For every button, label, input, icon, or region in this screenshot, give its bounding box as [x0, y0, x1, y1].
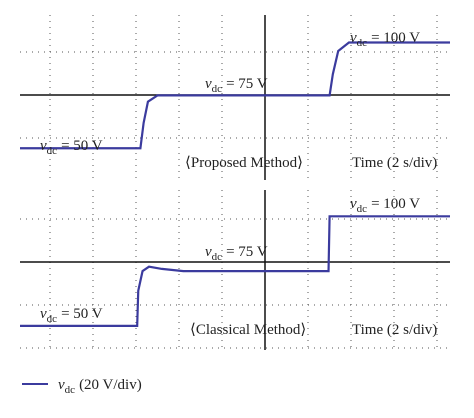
label-text: = 75 V: [226, 76, 268, 92]
subscript: dc: [212, 251, 223, 263]
x-axis-label: Time (2 s/div): [352, 322, 437, 338]
subscript: dc: [47, 145, 58, 157]
annotation: vdc = 50 V: [40, 138, 103, 157]
subscript: dc: [357, 203, 368, 215]
subscript: dc: [212, 83, 223, 95]
symbol: v: [350, 196, 357, 212]
panel-title: ⟨Classical Method⟩: [190, 322, 306, 338]
symbol: v: [205, 76, 212, 92]
symbol: v: [40, 306, 47, 322]
label-text: = 75 V: [226, 244, 268, 260]
annotation: vdc = 100 V: [350, 30, 420, 49]
waveform: [20, 215, 450, 327]
annotation: vdc = 100 V: [350, 196, 420, 215]
annotation: vdc = 75 V: [205, 76, 268, 95]
symbol: v: [205, 244, 212, 260]
label-text: = 50 V: [61, 138, 103, 154]
subscript: dc: [357, 37, 368, 49]
symbol: v: [350, 30, 357, 46]
waveform: [20, 41, 450, 150]
label-text: (20 V/div): [79, 377, 142, 393]
label-text: = 50 V: [61, 306, 103, 322]
annotation: vdc = 50 V: [40, 306, 103, 325]
symbol: v: [58, 377, 65, 393]
x-axis-label: Time (2 s/div): [352, 155, 437, 171]
annotation: vdc = 75 V: [205, 244, 268, 263]
symbol: v: [40, 138, 47, 154]
legend-label: vdc (20 V/div): [58, 377, 142, 396]
subscript: dc: [65, 384, 76, 396]
subscript: dc: [47, 313, 58, 325]
label-text: = 100 V: [371, 196, 420, 212]
panel-title: ⟨Proposed Method⟩: [185, 155, 303, 171]
label-text: = 100 V: [371, 30, 420, 46]
